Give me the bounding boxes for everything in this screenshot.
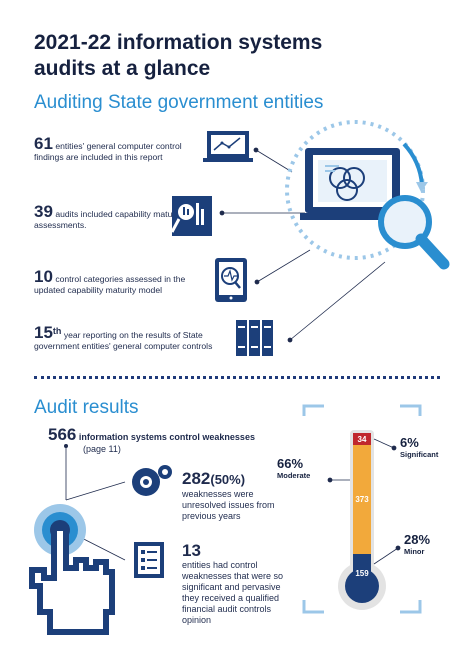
laptop-magnifier-illustration — [285, 120, 450, 270]
stat-text: year reporting on the results of State g… — [34, 330, 213, 351]
severity-name: Moderate — [277, 471, 311, 480]
qualified-value: 13 — [182, 541, 201, 560]
unresolved-text: weaknesses were unresolved issues from p… — [182, 489, 275, 521]
stat-total-weaknesses: 566 information systems control weakness… — [48, 426, 268, 455]
stat-qualified: 13 entities had control weaknesses that … — [182, 542, 297, 626]
unresolved-value: 282 — [182, 469, 211, 488]
stat-suffix: th — [52, 326, 62, 337]
stat-text: audits included capability maturity asse… — [34, 209, 184, 230]
percent: 28% — [404, 532, 431, 547]
percent: 66% — [277, 456, 304, 471]
label-moderate: 66% Moderate — [277, 456, 311, 481]
title-line-2: audits at a glance — [34, 57, 211, 80]
top-illustration — [170, 120, 450, 356]
label-minor: 28% Minor — [404, 532, 431, 557]
stat-capability-audits: 39 audits included capability maturity a… — [34, 203, 194, 231]
stat-value: 61 — [34, 134, 53, 153]
gears-icon — [132, 465, 172, 496]
count-significant: 34 — [358, 435, 367, 444]
section-divider — [34, 376, 440, 379]
page-title: 2021-22 information systems audits at a … — [34, 30, 434, 82]
stat-years-reporting: 15th year reporting on the results of St… — [34, 324, 224, 352]
severity-name: Significant — [400, 450, 439, 459]
stat-value: 15 — [34, 323, 53, 342]
qualified-text: entities had control weaknesses that wer… — [182, 560, 284, 625]
segment-moderate — [353, 445, 371, 554]
laptop-chart-icon — [203, 131, 253, 162]
section-title-auditing: Auditing State government entities — [34, 92, 324, 113]
stat-entities-findings: 61 entities' general computer control fi… — [34, 135, 204, 163]
severity-name: Minor — [404, 547, 425, 556]
tablet-magnifier-icon — [215, 258, 247, 302]
total-value: 566 — [48, 425, 77, 444]
stat-unresolved: 282(50%) weaknesses were unresolved issu… — [182, 470, 292, 522]
unresolved-percent: (50%) — [210, 472, 246, 487]
percent: 6% — [400, 435, 419, 450]
stat-text: control categories assessed in the updat… — [34, 274, 186, 295]
stat-value: 39 — [34, 202, 53, 221]
segment-significant — [353, 433, 371, 445]
magnifier-gauge-icon — [170, 196, 212, 236]
count-moderate: 373 — [355, 495, 369, 504]
binders-icon — [236, 320, 273, 356]
title-line-1: 2021-22 information systems — [34, 31, 323, 54]
checklist-icon — [134, 542, 164, 578]
stat-control-categories: 10 control categories assessed in the up… — [34, 268, 204, 296]
count-minor: 159 — [355, 569, 369, 578]
section-title-audit-results: Audit results — [34, 397, 139, 418]
total-note: (page 11) — [83, 444, 121, 454]
total-label: information systems control weaknesses — [78, 432, 255, 442]
hand-illustration — [29, 444, 172, 635]
stat-value: 10 — [34, 267, 53, 286]
label-significant: 6% Significant — [400, 435, 439, 460]
stat-text: entities' general computer control findi… — [34, 141, 182, 162]
thermometer-chart: 34 373 159 — [302, 404, 422, 614]
